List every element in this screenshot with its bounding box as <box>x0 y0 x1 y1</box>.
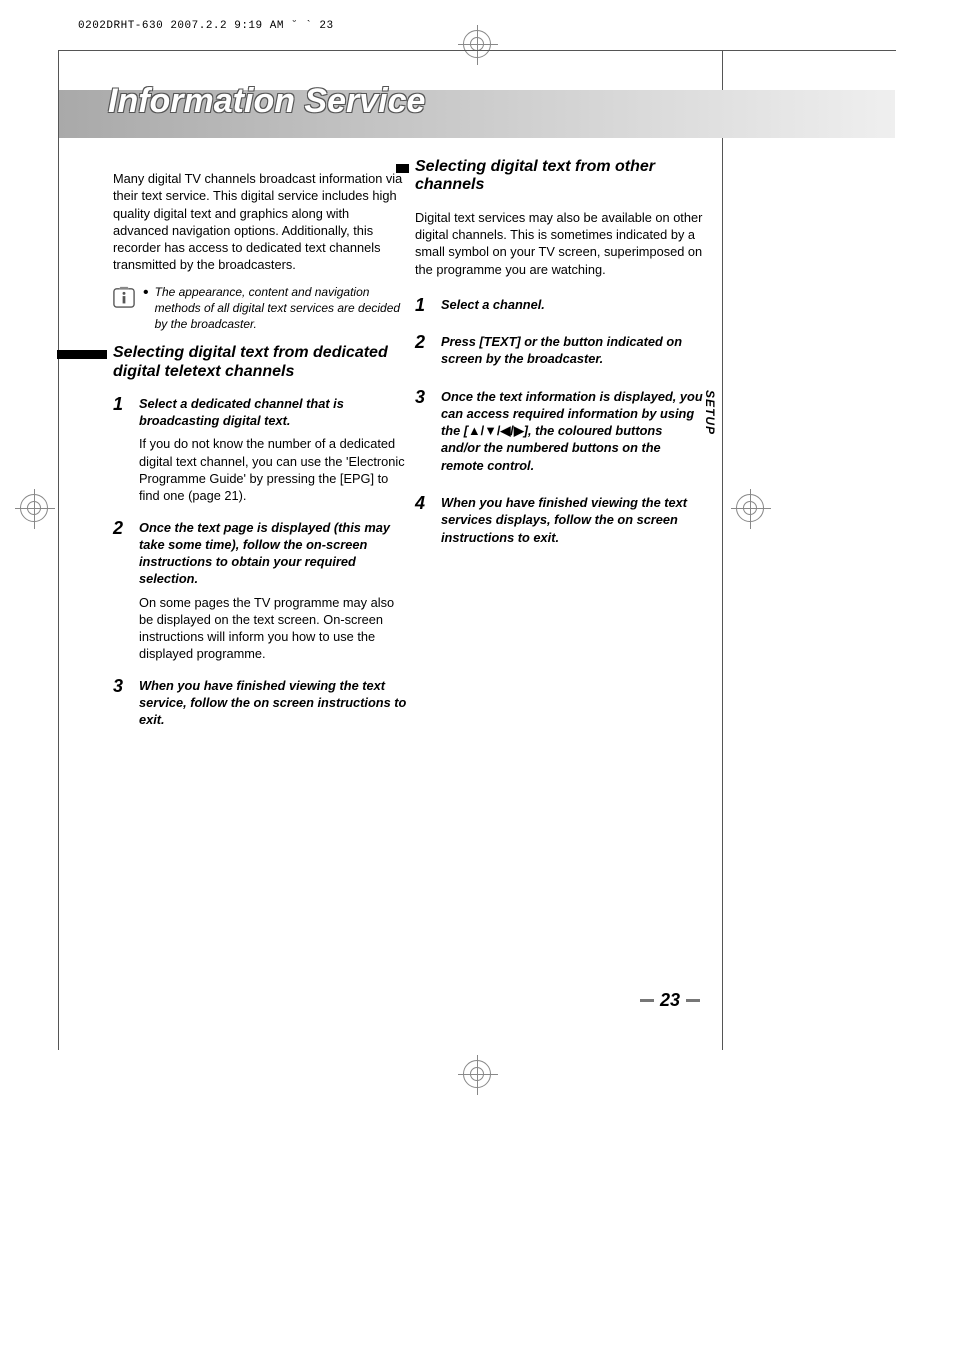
heading-bar <box>396 164 409 173</box>
bullet: • <box>143 284 149 333</box>
note-text: The appearance, content and navigation m… <box>155 284 408 333</box>
step-number: 2 <box>113 519 127 663</box>
left-step-2: 2 Once the text page is displayed (this … <box>113 519 408 663</box>
arrow-glyphs: ▲/▼/◀/▶ <box>468 423 524 438</box>
step-title: When you have finished viewing the text … <box>139 677 408 729</box>
step-title: When you have finished viewing the text … <box>441 494 703 546</box>
print-header: 0202DRHT-630 2007.2.2 9:19 AM ˘ ` 23 <box>78 20 334 32</box>
step-desc: On some pages the TV programme may also … <box>139 594 408 663</box>
page-title: Information Service <box>108 82 425 121</box>
step-title: Press [TEXT] or the button indicated on … <box>441 333 703 368</box>
step-number: 3 <box>113 677 127 735</box>
intro-text: Many digital TV channels broadcast infor… <box>113 170 408 274</box>
right-section-heading: Selecting digital text from other channe… <box>415 158 703 195</box>
step-number: 2 <box>415 333 429 374</box>
info-icon <box>113 286 135 308</box>
page-number-dash <box>686 999 700 1002</box>
heading-bar <box>57 350 107 359</box>
step-title: Once the text page is displayed (this ma… <box>139 519 408 588</box>
side-tab: SETUP <box>690 390 730 440</box>
crop-mark-bottom <box>463 1060 491 1088</box>
step-title: Select a channel. <box>441 296 703 313</box>
right-step-3: 3 Once the text information is displayed… <box>415 388 703 480</box>
left-heading-wrap: Selecting digital text from dedicated di… <box>113 344 408 381</box>
right-rule <box>722 50 723 1050</box>
right-intro: Digital text services may also be availa… <box>415 209 703 278</box>
page-number-wrap: 23 <box>640 990 700 1011</box>
right-step-1: 1 Select a channel. <box>415 296 703 319</box>
side-tab-label: SETUP <box>703 390 717 435</box>
left-column: Many digital TV channels broadcast infor… <box>113 170 408 748</box>
info-note: • The appearance, content and navigation… <box>113 284 408 333</box>
left-step-1: 1 Select a dedicated channel that is bro… <box>113 395 408 505</box>
left-section-heading: Selecting digital text from dedicated di… <box>113 344 408 381</box>
step-number: 4 <box>415 494 429 552</box>
step-number: 3 <box>415 388 429 480</box>
step-title: Select a dedicated channel that is broad… <box>139 395 408 430</box>
right-column: Selecting digital text from other channe… <box>415 158 703 566</box>
step-number: 1 <box>415 296 429 319</box>
right-step-2: 2 Press [TEXT] or the button indicated o… <box>415 333 703 374</box>
page-number: 23 <box>660 990 680 1011</box>
right-step-4: 4 When you have finished viewing the tex… <box>415 494 703 552</box>
step-title: Once the text information is displayed, … <box>441 388 703 474</box>
step-number: 1 <box>113 395 127 505</box>
right-heading-wrap: Selecting digital text from other channe… <box>415 158 703 195</box>
left-step-3: 3 When you have finished viewing the tex… <box>113 677 408 735</box>
page-number-dash <box>640 999 654 1002</box>
step-desc: If you do not know the number of a dedic… <box>139 435 408 504</box>
crop-mark-left <box>20 494 48 522</box>
